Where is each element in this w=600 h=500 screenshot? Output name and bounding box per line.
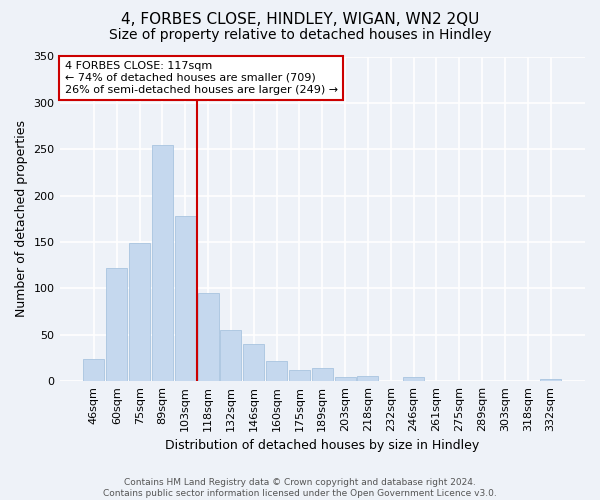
Y-axis label: Number of detached properties: Number of detached properties [15, 120, 28, 318]
Bar [403, 376, 424, 381]
Bar [243, 344, 264, 381]
Bar [106, 268, 127, 381]
Bar [358, 376, 379, 381]
Bar [540, 380, 561, 381]
Bar [197, 293, 218, 381]
Bar [266, 361, 287, 381]
Text: Size of property relative to detached houses in Hindley: Size of property relative to detached ho… [109, 28, 491, 42]
Text: 4 FORBES CLOSE: 117sqm
← 74% of detached houses are smaller (709)
26% of semi-de: 4 FORBES CLOSE: 117sqm ← 74% of detached… [65, 62, 338, 94]
Bar [152, 144, 173, 381]
Bar [220, 330, 241, 381]
Text: 4, FORBES CLOSE, HINDLEY, WIGAN, WN2 2QU: 4, FORBES CLOSE, HINDLEY, WIGAN, WN2 2QU [121, 12, 479, 28]
Bar [335, 376, 356, 381]
Bar [129, 243, 150, 381]
X-axis label: Distribution of detached houses by size in Hindley: Distribution of detached houses by size … [165, 440, 479, 452]
Bar [289, 370, 310, 381]
Bar [175, 216, 196, 381]
Text: Contains HM Land Registry data © Crown copyright and database right 2024.
Contai: Contains HM Land Registry data © Crown c… [103, 478, 497, 498]
Bar [312, 368, 333, 381]
Bar [83, 359, 104, 381]
